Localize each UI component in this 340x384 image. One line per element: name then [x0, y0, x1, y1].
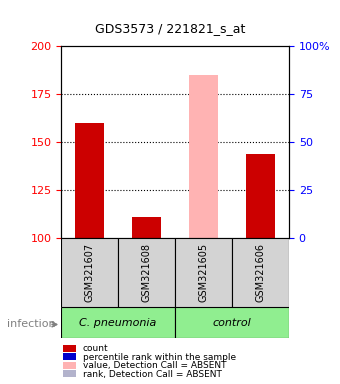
Text: GSM321606: GSM321606: [256, 243, 266, 302]
Text: GSM321608: GSM321608: [142, 243, 152, 302]
Bar: [75, 123, 104, 238]
FancyBboxPatch shape: [175, 238, 232, 307]
Text: C. pneumonia: C. pneumonia: [80, 318, 157, 328]
Bar: [63, 362, 76, 369]
Bar: [63, 353, 76, 360]
Text: control: control: [213, 318, 251, 328]
Text: value, Detection Call = ABSENT: value, Detection Call = ABSENT: [83, 361, 226, 370]
Bar: [246, 154, 275, 238]
Bar: [63, 370, 76, 377]
FancyBboxPatch shape: [61, 307, 175, 338]
Text: GSM321605: GSM321605: [199, 243, 208, 302]
FancyBboxPatch shape: [232, 238, 289, 307]
Text: percentile rank within the sample: percentile rank within the sample: [83, 353, 236, 362]
FancyBboxPatch shape: [61, 238, 118, 307]
Bar: [189, 75, 218, 238]
Text: GDS3573 / 221821_s_at: GDS3573 / 221821_s_at: [95, 22, 245, 35]
Bar: [63, 345, 76, 352]
Text: GSM321607: GSM321607: [85, 243, 95, 302]
Text: infection: infection: [7, 319, 55, 329]
FancyBboxPatch shape: [175, 307, 289, 338]
Text: rank, Detection Call = ABSENT: rank, Detection Call = ABSENT: [83, 369, 222, 379]
Bar: [132, 217, 161, 238]
Text: count: count: [83, 344, 108, 353]
FancyBboxPatch shape: [118, 238, 175, 307]
